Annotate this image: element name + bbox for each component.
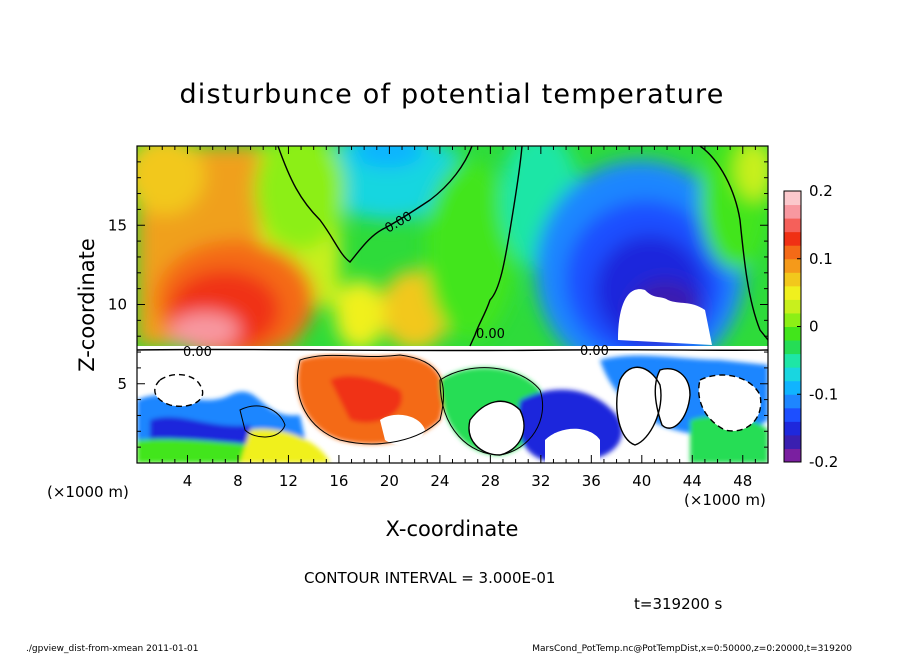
colorbar-swatch — [784, 258, 801, 273]
colorbar-swatch — [784, 421, 801, 436]
footer-right: MarsCond_PotTemp.nc@PotTempDist,x=0:5000… — [532, 644, 852, 654]
x-tick-label: 12 — [279, 472, 298, 490]
x-unit-left: (×1000 m) — [47, 483, 129, 501]
chart-title: disturbunce of potential temperature — [179, 79, 724, 110]
colorbar-swatch — [784, 299, 801, 314]
colorbar: 0.2 0.1 0 -0.1 -0.2 — [783, 182, 838, 471]
x-tick-label: 16 — [329, 472, 348, 490]
colorbar-swatch — [784, 340, 801, 355]
x-tick-label: 4 — [183, 472, 193, 490]
colorbar-swatch — [784, 218, 801, 233]
x-tick-label: 32 — [531, 472, 550, 490]
x-axis-label: X-coordinate — [386, 517, 519, 541]
contour-label: 0.00 — [476, 327, 505, 342]
y-tick-label: 5 — [117, 375, 127, 393]
x-tick-label: 8 — [233, 472, 243, 490]
colorbar-swatch — [784, 394, 801, 409]
x-tick-label: 40 — [632, 472, 651, 490]
colorbar-swatch — [784, 326, 801, 341]
time-stamp: t=319200 s — [634, 595, 722, 613]
colorbar-swatch — [784, 191, 801, 206]
x-axis: 4 8 12 16 20 24 28 32 36 40 44 48 — [149, 146, 756, 490]
contour-label: 0.00 — [580, 344, 609, 359]
colorbar-swatch — [784, 380, 801, 395]
y-axis: 5 10 15 — [108, 161, 768, 448]
contour-lines — [137, 146, 768, 456]
x-tick-label: 48 — [733, 472, 752, 490]
colorbar-tick-label: -0.2 — [809, 453, 838, 471]
colorbar-swatch — [784, 245, 801, 260]
contour-interval-note: CONTOUR INTERVAL = 3.000E-01 — [304, 569, 555, 587]
colorbar-swatch — [784, 448, 801, 463]
colorbar-swatch — [784, 407, 801, 422]
y-tick-label: 15 — [108, 216, 127, 234]
colorbar-swatch — [784, 312, 801, 327]
colorbar-swatch — [784, 231, 801, 246]
y-axis-label: Z-coordinate — [75, 238, 99, 372]
x-tick-label: 24 — [430, 472, 449, 490]
x-tick-label: 44 — [683, 472, 702, 490]
colorbar-tick-label: 0.2 — [809, 182, 833, 200]
colorbar-swatch — [784, 272, 801, 287]
contour-label: 0.00 — [183, 345, 212, 360]
colorbar-swatch — [784, 353, 801, 368]
y-tick-label: 10 — [108, 296, 127, 314]
footer-left: ./gpview_dist-from-xmean 2011-01-01 — [26, 644, 198, 654]
colorbar-swatch — [784, 367, 801, 382]
heatmap-field — [137, 146, 768, 463]
colorbar-swatch — [784, 285, 801, 300]
colorbar-swatch — [784, 434, 801, 449]
x-unit-right: (×1000 m) — [684, 491, 766, 509]
x-tick-label: 36 — [582, 472, 601, 490]
x-tick-label: 28 — [481, 472, 500, 490]
x-tick-label: 20 — [380, 472, 399, 490]
colorbar-swatch — [784, 204, 801, 219]
colorbar-tick-label: 0 — [809, 318, 819, 336]
colorbar-tick-label: 0.1 — [809, 250, 833, 268]
colorbar-tick-label: -0.1 — [809, 385, 838, 403]
